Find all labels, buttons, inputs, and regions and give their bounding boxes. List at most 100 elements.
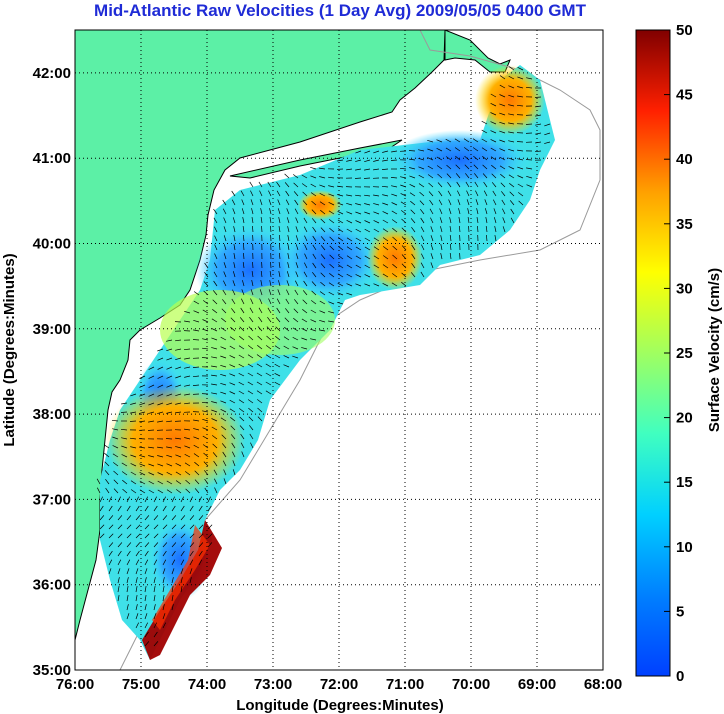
current-vector <box>382 228 389 233</box>
current-vector <box>346 219 353 224</box>
current-vector <box>286 289 290 296</box>
current-vector <box>449 243 452 251</box>
current-vector <box>346 283 353 287</box>
current-vector <box>214 235 218 242</box>
colorbar-tick-label: 30 <box>676 280 693 297</box>
current-vector <box>157 455 164 458</box>
current-vector <box>194 470 200 476</box>
current-vector <box>220 364 227 368</box>
current-vector <box>148 393 155 397</box>
current-vector <box>364 159 371 163</box>
current-vector <box>508 174 515 179</box>
current-vector <box>175 462 182 467</box>
current-vector <box>517 149 524 152</box>
current-vector <box>130 471 137 476</box>
current-vector <box>535 105 542 108</box>
current-vector <box>482 173 488 179</box>
current-vector <box>294 299 299 305</box>
current-vector <box>144 550 149 557</box>
current-vector <box>117 577 120 584</box>
current-vector <box>485 217 488 224</box>
current-vector <box>294 199 299 206</box>
current-vector <box>212 443 218 449</box>
current-vector <box>211 328 218 332</box>
current-vector <box>312 226 317 233</box>
current-vector <box>180 505 185 512</box>
current-vector <box>381 185 389 188</box>
current-vector <box>268 289 272 296</box>
current-vector <box>328 320 335 323</box>
current-vector <box>231 442 236 449</box>
current-vector <box>121 437 128 440</box>
current-vector <box>223 226 227 233</box>
current-vector <box>249 316 254 323</box>
current-vector <box>286 271 290 278</box>
current-vector <box>162 622 167 629</box>
current-vector <box>171 568 175 575</box>
current-vector <box>260 208 263 215</box>
current-vector <box>171 496 176 503</box>
current-vector <box>355 211 362 215</box>
current-vector <box>535 114 542 117</box>
current-vector <box>390 177 398 179</box>
current-vector <box>193 444 200 449</box>
current-vector <box>508 66 515 71</box>
current-vector <box>144 613 148 620</box>
current-vector <box>198 505 203 512</box>
current-vector <box>346 237 353 242</box>
current-vector <box>129 437 137 440</box>
current-vector <box>445 147 452 152</box>
current-vector <box>162 533 168 539</box>
current-vector <box>247 381 254 386</box>
current-vector <box>126 568 130 575</box>
current-vector <box>400 193 407 197</box>
current-vector <box>153 505 158 512</box>
current-vector <box>193 419 200 422</box>
current-vector <box>250 199 254 206</box>
current-vector <box>247 363 254 368</box>
current-vector <box>207 533 213 539</box>
current-vector <box>320 272 326 278</box>
current-vector <box>346 194 353 197</box>
current-vector <box>233 226 236 233</box>
current-vector <box>373 203 380 206</box>
current-vector <box>490 147 497 152</box>
current-vector <box>295 217 299 224</box>
current-vector <box>126 595 129 602</box>
current-vector <box>256 363 263 368</box>
current-vector <box>391 193 398 197</box>
current-vector <box>229 336 236 341</box>
current-vector <box>294 208 299 215</box>
current-vector <box>221 443 227 449</box>
current-vector <box>113 479 119 485</box>
current-vector <box>238 408 245 413</box>
current-vector <box>268 298 272 305</box>
current-vector <box>162 595 165 602</box>
current-vector <box>229 364 236 368</box>
current-vector <box>399 167 407 170</box>
current-vector <box>355 203 362 206</box>
current-vector <box>409 158 416 161</box>
current-vector <box>499 139 506 143</box>
current-vector <box>166 348 173 352</box>
current-vector <box>198 496 203 503</box>
current-vector <box>319 192 326 197</box>
current-vector <box>526 77 533 80</box>
current-vector <box>381 168 389 170</box>
current-vector <box>285 190 290 197</box>
current-vector <box>455 164 461 170</box>
current-vector <box>301 318 308 323</box>
current-vector <box>184 453 191 458</box>
current-vector <box>328 201 335 206</box>
current-vector <box>103 444 110 449</box>
current-vector <box>96 487 101 494</box>
current-vector <box>337 202 344 206</box>
current-vector <box>130 402 137 405</box>
x-tick-label: 70:00 <box>452 676 490 693</box>
current-vector <box>175 366 182 370</box>
current-vector <box>283 364 290 368</box>
current-vector <box>117 524 123 530</box>
current-vector <box>126 613 130 620</box>
current-vector <box>166 357 173 361</box>
